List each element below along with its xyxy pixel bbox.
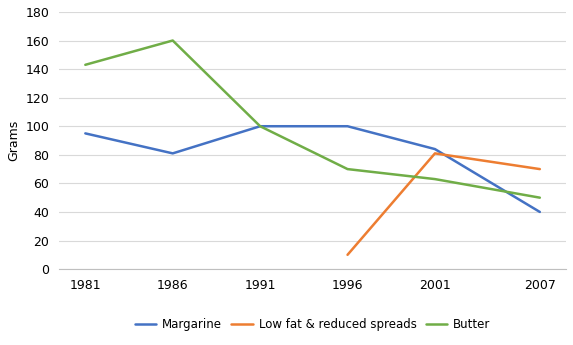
Margarine (536, 210, 543, 214)
Butter (82, 63, 89, 67)
Low fat & reduced spreads (536, 167, 543, 171)
Margarine (257, 124, 264, 128)
Legend: Margarine, Low fat & reduced spreads, Butter: Margarine, Low fat & reduced spreads, Bu… (130, 314, 495, 336)
Margarine (169, 151, 176, 156)
Y-axis label: Grams: Grams (7, 120, 20, 161)
Butter (169, 38, 176, 42)
Line: Margarine: Margarine (85, 126, 540, 212)
Butter (344, 167, 351, 171)
Low fat & reduced spreads (431, 151, 438, 156)
Margarine (431, 147, 438, 151)
Line: Low fat & reduced spreads: Low fat & reduced spreads (348, 154, 540, 255)
Line: Butter: Butter (85, 40, 540, 198)
Margarine (82, 131, 89, 136)
Butter (431, 177, 438, 181)
Low fat & reduced spreads (344, 253, 351, 257)
Butter (536, 196, 543, 200)
Margarine (344, 124, 351, 128)
Butter (257, 124, 264, 128)
